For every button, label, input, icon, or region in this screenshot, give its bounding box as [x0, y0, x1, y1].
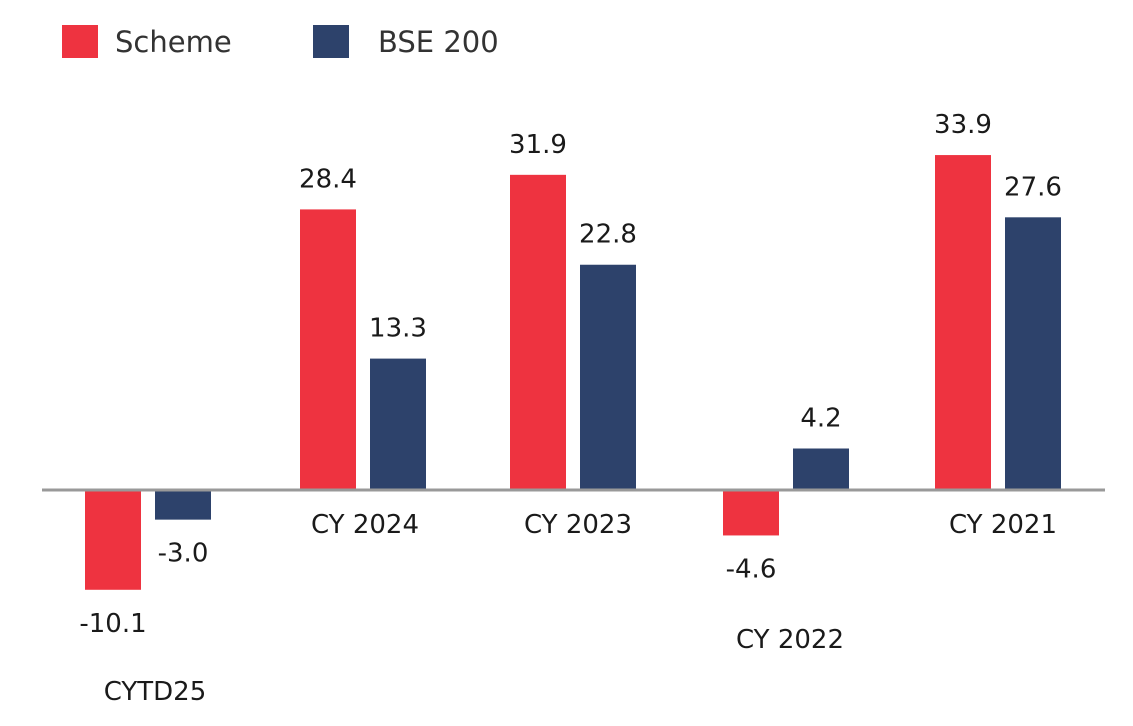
legend-swatch-1: [62, 25, 98, 58]
category-label-4: CY 2022: [736, 625, 844, 655]
bar-s2-c1: [155, 490, 211, 520]
value-label-s2-c2: 13.3: [369, 314, 427, 344]
category-label-3: CY 2023: [524, 510, 632, 540]
value-label-s2-c3: 22.8: [579, 220, 637, 250]
value-label-s1-c1: -10.1: [79, 609, 146, 639]
bar-s2-c2: [370, 358, 426, 490]
bar-s1-c3: [510, 174, 566, 490]
bar-s1-c5: [935, 155, 991, 490]
value-label-s2-c1: -3.0: [158, 539, 209, 569]
value-label-s1-c5: 33.9: [934, 110, 992, 140]
bar-s1-c2: [300, 209, 356, 490]
legend-label-1: Scheme: [115, 25, 232, 59]
category-label-5: CY 2021: [949, 510, 1057, 540]
bar-s1-c4: [723, 490, 779, 536]
category-label-1: CYTD25: [104, 677, 207, 707]
legend: Scheme BSE 200: [62, 25, 499, 59]
legend-label-2: BSE 200: [378, 25, 499, 59]
bars-group: [85, 155, 1061, 590]
category-labels-group: CYTD25 CY 2024 CY 2023 CY 2022 CY 2021: [104, 510, 1057, 707]
bar-s1-c1: [85, 490, 141, 590]
value-label-s1-c2: 28.4: [299, 164, 357, 194]
bar-s2-c5: [1005, 217, 1061, 490]
bar-s2-c4: [793, 448, 849, 490]
value-label-s1-c4: -4.6: [726, 554, 777, 584]
value-label-s2-c4: 4.2: [800, 404, 841, 434]
value-label-s2-c5: 27.6: [1004, 172, 1062, 202]
category-label-2: CY 2024: [311, 510, 419, 540]
legend-swatch-2: [313, 25, 349, 58]
bar-s2-c3: [580, 264, 636, 490]
value-label-s1-c3: 31.9: [509, 130, 567, 160]
value-labels-group: -10.1 -3.0 28.4 13.3 31.9 22.8 -4.6 4.2 33.9 27.6: [79, 110, 1062, 639]
